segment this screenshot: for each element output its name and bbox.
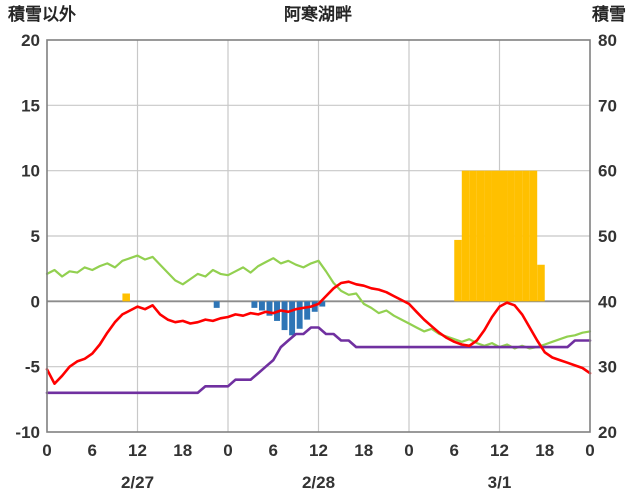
yellow-bar	[469, 170, 477, 302]
y-right-tick-label: 80	[598, 31, 617, 50]
date-label: 3/1	[488, 473, 512, 492]
x-tick-label: 0	[223, 441, 232, 460]
y-right-tick-label: 50	[598, 227, 617, 246]
blue-bar	[296, 301, 303, 329]
y-right-tick-label: 60	[598, 162, 617, 181]
y-left-tick-label: -5	[25, 358, 40, 377]
yellow-bar	[522, 170, 530, 302]
yellow-bar	[476, 170, 485, 302]
y-left-tick-label: 10	[21, 162, 40, 181]
x-tick-label: 12	[309, 441, 328, 460]
y-right-tick-label: 30	[598, 358, 617, 377]
yellow-bar	[484, 170, 492, 302]
x-tick-label: 0	[585, 441, 594, 460]
x-tick-label: 6	[450, 441, 459, 460]
y-right-tick-label: 70	[598, 96, 617, 115]
y-left-tick-label: -10	[15, 423, 40, 442]
yellow-bar	[122, 293, 130, 302]
x-tick-label: 0	[42, 441, 51, 460]
yellow-bar	[491, 170, 500, 302]
blue-bar	[266, 301, 273, 316]
yellow-bar	[529, 170, 538, 302]
x-tick-label: 12	[128, 441, 147, 460]
blue-bar	[213, 301, 220, 308]
blue-bar	[289, 301, 296, 336]
x-tick-label: 6	[88, 441, 97, 460]
yellow-bar	[507, 170, 515, 302]
y-right-tick-label: 20	[598, 423, 617, 442]
x-tick-label: 6	[269, 441, 278, 460]
date-label: 2/27	[121, 473, 154, 492]
x-tick-label: 12	[490, 441, 509, 460]
blue-bar	[319, 301, 326, 307]
plot-border	[46, 39, 591, 433]
y-left-tick-label: 20	[21, 31, 40, 50]
red-line	[45, 280, 592, 386]
y-right-tick-label: 40	[598, 292, 617, 311]
right-axis-title: 積雪	[592, 5, 626, 24]
blue-bar	[304, 301, 311, 320]
blue-bar	[281, 301, 288, 331]
left-axis-title: 積雪以外	[8, 5, 76, 24]
date-label: 2/28	[302, 473, 335, 492]
yellow-bar	[499, 170, 508, 302]
blue-bar	[258, 301, 265, 311]
x-tick-label: 0	[404, 441, 413, 460]
yellow-bar	[461, 170, 470, 302]
chart-title: 阿寒湖畔	[284, 5, 352, 24]
blue-bar	[251, 301, 258, 308]
y-left-tick-label: 0	[31, 292, 40, 311]
y-left-tick-label: 15	[21, 96, 40, 115]
y-left-tick-label: 5	[31, 227, 40, 246]
purple-line	[45, 326, 592, 395]
yellow-bar	[454, 239, 462, 302]
yellow-bar	[537, 264, 545, 302]
yellow-bar	[514, 170, 523, 302]
x-tick-label: 18	[173, 441, 192, 460]
x-tick-label: 18	[354, 441, 373, 460]
x-tick-label: 18	[535, 441, 554, 460]
